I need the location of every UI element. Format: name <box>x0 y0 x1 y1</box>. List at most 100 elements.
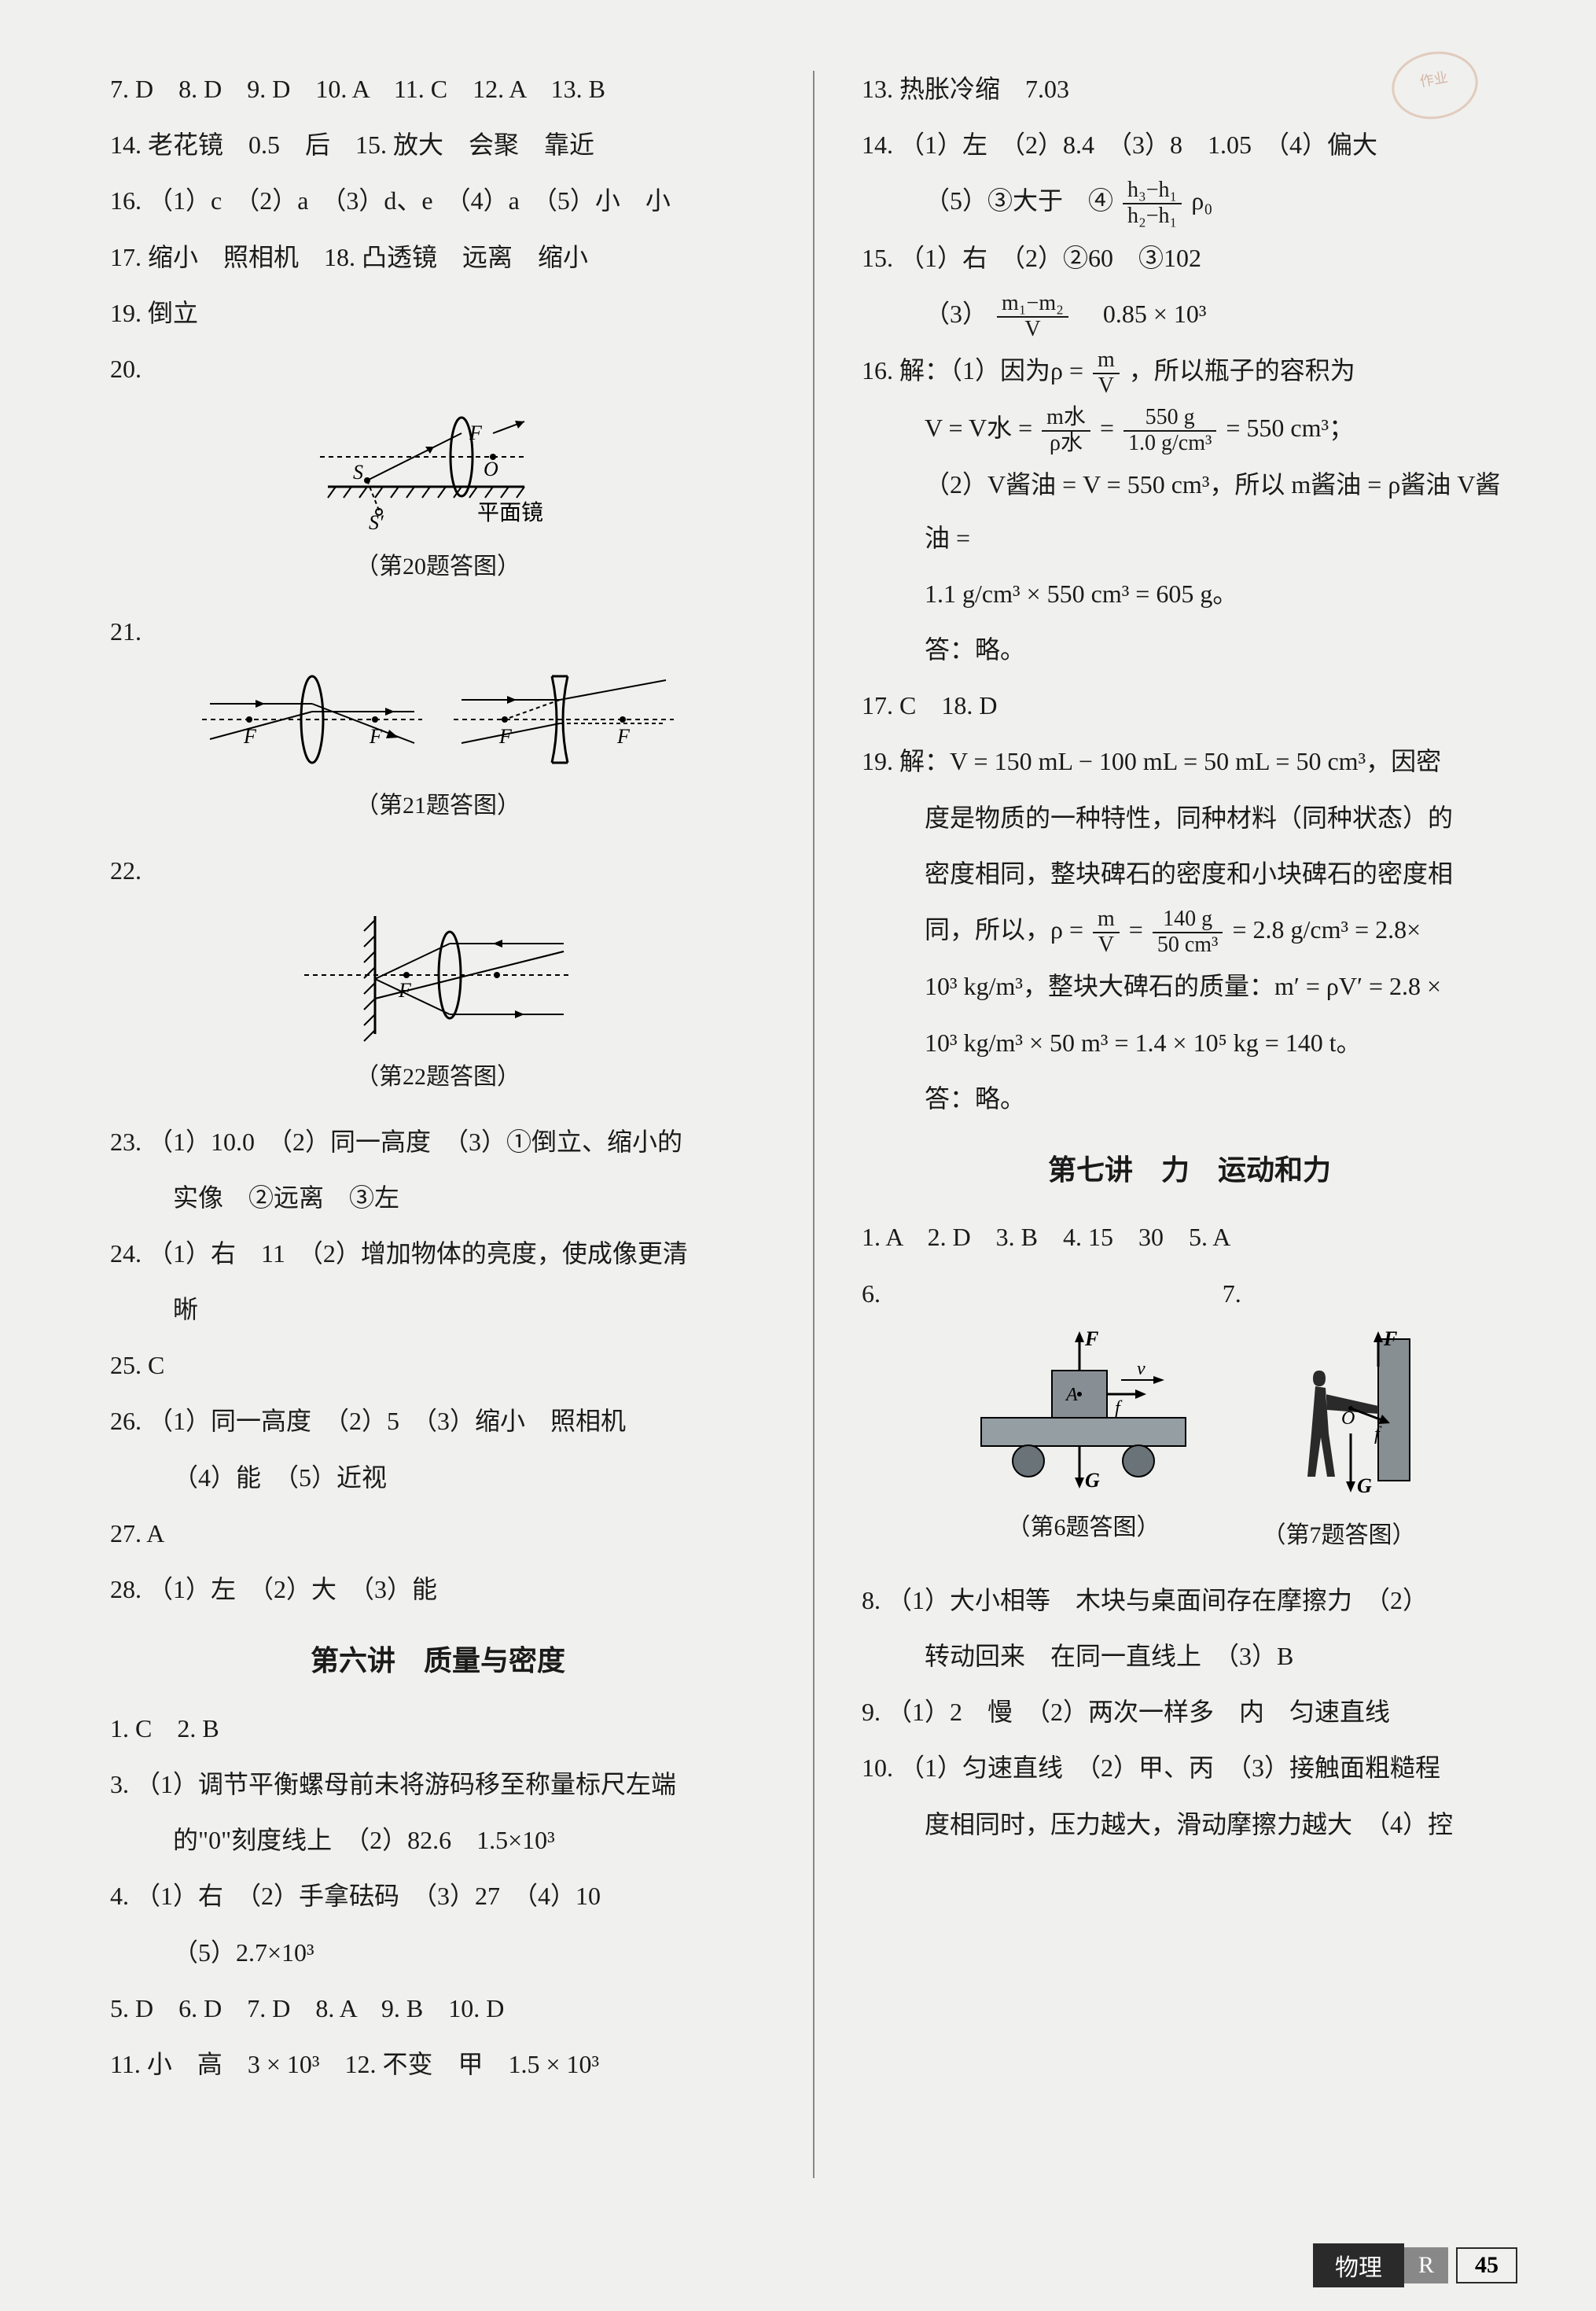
fraction: m V <box>1093 907 1120 958</box>
figure-6: A F G f v （第6题答图） <box>958 1323 1209 1574</box>
answer-line: 25. C <box>110 1339 766 1392</box>
answer-line: 1. A 2. D 3. B 4. 15 30 5. A <box>862 1211 1517 1264</box>
text: V = V水 = <box>925 414 1039 442</box>
column-divider <box>813 71 815 2178</box>
figure-21-caption: （第21题答图） <box>110 781 766 830</box>
svg-text:O: O <box>1341 1408 1355 1429</box>
svg-text:A: A <box>1065 1385 1078 1405</box>
answer-line: 1.1 g/cm³ × 550 cm³ = 605 g。 <box>862 568 1517 620</box>
answer-line: 答：略。 <box>862 1073 1517 1125</box>
answer-line: 20. <box>110 343 766 396</box>
answer-line: 4. （1）右 （2）手拿砝码 （3）27 （4）10 <box>110 1870 766 1923</box>
answer-line: 11. 小 高 3 × 10³ 12. 不变 甲 1.5 × 10³ <box>110 2038 766 2091</box>
svg-text:平面镜: 平面镜 <box>477 500 543 525</box>
answer-line: 10³ kg/m³，整块大碑石的质量：m′ = ρV′ = 2.8 × <box>862 960 1517 1013</box>
svg-text:v: v <box>1137 1359 1146 1379</box>
answer-line: （5）2.7×10³ <box>110 1926 766 1979</box>
right-column: 13. 热胀冷缩 7.03 14. （1）左 （2）8.4 （3）8 1.05 … <box>846 63 1517 2186</box>
svg-text:G: G <box>1357 1474 1372 1497</box>
answer-line: 3. （1）调节平衡螺母前未将游码移至称量标尺左端 <box>110 1758 766 1811</box>
answer-line: 9. （1）2 慢 （2）两次一样多 内 匀速直线 <box>862 1686 1517 1739</box>
text: 16. 解：（1）因为ρ = <box>862 356 1090 385</box>
text: （5）③大于 ④ <box>925 186 1113 215</box>
answer-line: 答：略。 <box>862 624 1517 676</box>
answer-line: 同，所以，ρ = m V = 140 g 50 cm³ = 2.8 g/cm³ … <box>862 903 1517 957</box>
fraction: 550 g 1.0 g/cm³ <box>1123 406 1216 456</box>
left-column: 7. D 8. D 9. D 10. A 11. C 12. A 13. B 1… <box>110 63 781 2186</box>
answer-line: 7. <box>1223 1268 1517 1320</box>
figure-22: F <box>110 904 766 1046</box>
figure-20-caption: （第20题答图） <box>110 542 766 591</box>
fraction: h₃−h₁ h₂−h₁ <box>1123 178 1182 229</box>
answer-line: 27. A <box>110 1507 766 1560</box>
svg-text:S′: S′ <box>369 511 384 534</box>
svg-text:F: F <box>1383 1327 1397 1350</box>
section-6-title: 第六讲 质量与密度 <box>110 1632 766 1691</box>
page-content: 7. D 8. D 9. D 10. A 11. C 12. A 13. B 1… <box>0 0 1596 2225</box>
answer-line: 10³ kg/m³ × 50 m³ = 1.4 × 10⁵ kg = 140 t… <box>862 1017 1517 1069</box>
section-7-title: 第七讲 力 运动和力 <box>862 1141 1517 1201</box>
figure-6-caption: （第6题答图） <box>958 1503 1209 1552</box>
figure-20: S S′ F O 平面镜 <box>110 402 766 535</box>
answer-line: 转动回来 在同一直线上 （3）B <box>862 1630 1517 1683</box>
text: （3） <box>925 300 987 328</box>
page-footer: 物理 R 45 <box>1313 2243 1517 2287</box>
answer-line: （4）能 （5）近视 <box>110 1452 766 1504</box>
answer-line: 16. 解：（1）因为ρ = m V ，所以瓶子的容积为 <box>862 344 1517 398</box>
answer-line: 26. （1）同一高度 （2）5 （3）缩小 照相机 <box>110 1395 766 1448</box>
svg-text:G: G <box>1085 1469 1100 1492</box>
answer-line: 晰 <box>110 1283 766 1336</box>
answer-line: 24. （1）右 11 （2）增加物体的亮度，使成像更清 <box>110 1227 766 1280</box>
answer-line: 14. 老花镜 0.5 后 15. 放大 会聚 靠近 <box>110 119 766 171</box>
answer-line: 度是物质的一种特性，同种材料（同种状态）的 <box>862 792 1517 845</box>
answer-line: 16. （1）c （2）a （3）d、e （4）a （5）小 小 <box>110 175 766 227</box>
answer-line: （2）V酱油 = V = 550 cm³，所以 m酱油 = ρ酱油 V酱油 = <box>862 458 1517 564</box>
answer-line: 实像 ②远离 ③左 <box>110 1172 766 1224</box>
answer-line: 6. <box>862 1268 1223 1320</box>
figure-22-caption: （第22题答图） <box>110 1052 766 1102</box>
answer-line: 23. （1）10.0 （2）同一高度 （3）①倒立、缩小的 <box>110 1116 766 1168</box>
text: = 550 cm³； <box>1226 414 1354 442</box>
figure-7: O F f G （第7题答图） <box>1256 1323 1421 1574</box>
answer-line: 5. D 6. D 7. D 8. A 9. B 10. D <box>110 1982 766 2035</box>
svg-text:F: F <box>616 725 631 748</box>
fraction: m₁−m₂ V <box>997 292 1068 342</box>
answer-line: V = V水 = m水 ρ水 = 550 g 1.0 g/cm³ = 550 c… <box>862 402 1517 455</box>
answer-line: 22. <box>110 845 766 897</box>
answer-line: 14. （1）左 （2）8.4 （3）8 1.05 （4）偏大 <box>862 119 1517 171</box>
footer-page-number: 45 <box>1456 2247 1517 2283</box>
answer-line: 的"0"刻度线上 （2）82.6 1.5×10³ <box>110 1814 766 1867</box>
answer-line: 21. <box>110 605 766 658</box>
footer-subject: 物理 <box>1313 2243 1404 2287</box>
svg-text:f: f <box>1115 1398 1123 1419</box>
text: 0.85 × 10³ <box>1078 300 1207 328</box>
answer-line: 17. C 18. D <box>862 679 1517 732</box>
figure-row-6-7: A F G f v （第6题答图） <box>862 1323 1517 1574</box>
answer-line: 15. （1）右 （2）②60 ③102 <box>862 232 1517 285</box>
answer-line: 17. 缩小 照相机 18. 凸透镜 远离 缩小 <box>110 231 766 284</box>
text: ρ₀ <box>1191 186 1212 215</box>
answer-line: 28. （1）左 （2）大 （3）能 <box>110 1563 766 1616</box>
text: ，所以瓶子的容积为 <box>1129 356 1355 385</box>
answer-line: 19. 倒立 <box>110 287 766 340</box>
answer-line: 10. （1）匀速直线 （2）甲、丙 （3）接触面粗糙程 <box>862 1742 1517 1794</box>
svg-text:F: F <box>1084 1327 1098 1350</box>
svg-text:F: F <box>469 421 483 444</box>
answer-line: 度相同时，压力越大，滑动摩擦力越大 （4）控 <box>862 1798 1517 1851</box>
fraction: m水 ρ水 <box>1042 406 1090 456</box>
answer-line: 密度相同，整块碑石的密度和小块碑石的密度相 <box>862 848 1517 900</box>
fraction: 140 g 50 cm³ <box>1153 907 1223 958</box>
answer-line: 1. C 2. B <box>110 1702 766 1755</box>
svg-text:F: F <box>498 725 513 748</box>
answer-line: （5）③大于 ④ h₃−h₁ h₂−h₁ ρ₀ <box>862 175 1517 228</box>
text: = <box>1129 915 1149 944</box>
answer-line: 7. D 8. D 9. D 10. A 11. C 12. A 13. B <box>110 63 766 116</box>
answer-line: 19. 解：V = 150 mL − 100 mL = 50 mL = 50 c… <box>862 735 1517 788</box>
svg-text:O: O <box>484 458 498 480</box>
text: = <box>1100 414 1120 442</box>
figure-21: F F F F <box>110 664 766 775</box>
text: 同，所以，ρ = <box>925 915 1090 944</box>
svg-text:S: S <box>353 461 363 484</box>
fraction: m V <box>1093 348 1120 399</box>
figure-7-caption: （第7题答图） <box>1256 1511 1421 1560</box>
